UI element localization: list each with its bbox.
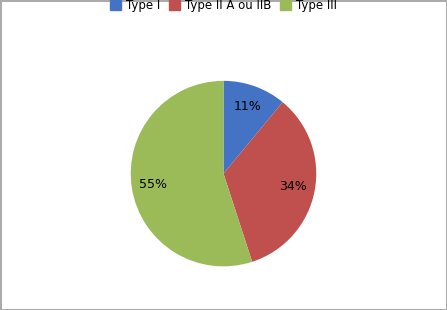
Text: 34%: 34% [279, 180, 307, 193]
Wedge shape [224, 102, 316, 262]
Wedge shape [224, 81, 283, 174]
Text: 11%: 11% [234, 100, 261, 113]
Wedge shape [131, 81, 252, 266]
Text: 55%: 55% [139, 178, 168, 191]
Legend: Type I, Type II A ou IIB, Type III: Type I, Type II A ou IIB, Type III [105, 0, 342, 16]
